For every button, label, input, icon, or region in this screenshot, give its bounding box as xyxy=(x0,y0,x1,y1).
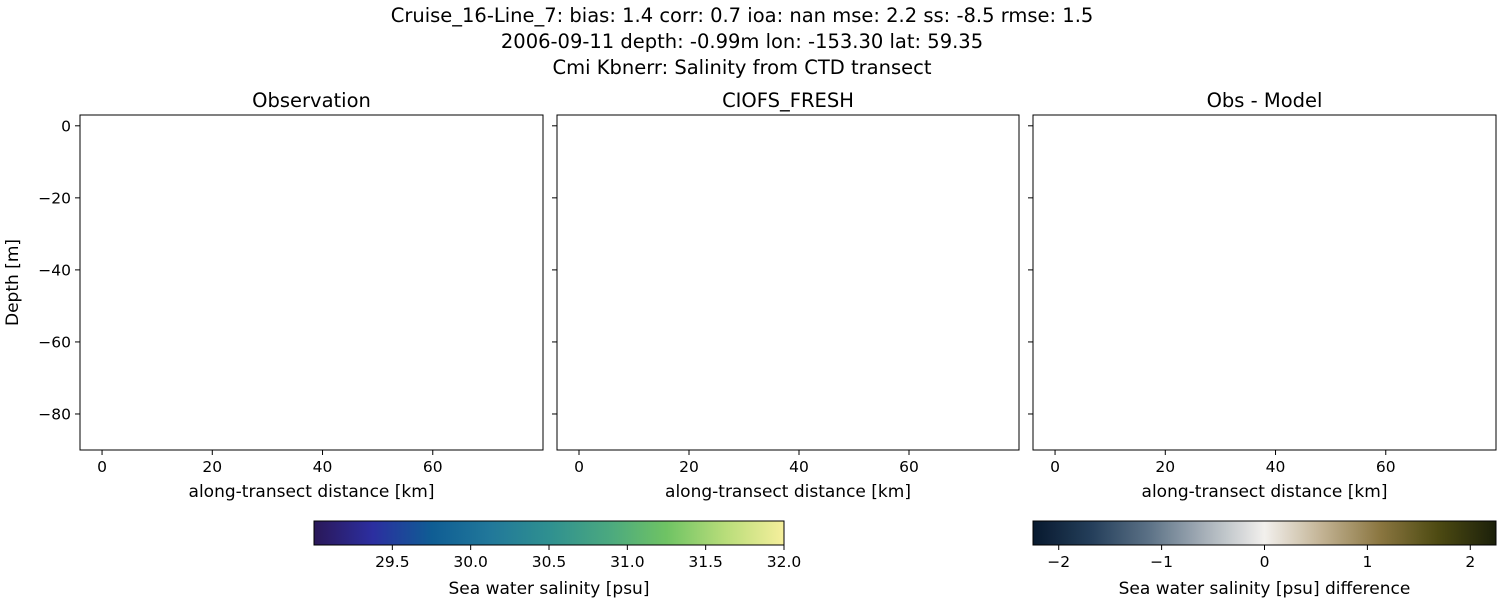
colorbar-tick-label: 29.5 xyxy=(375,553,410,571)
colorbar-tick-label: −2 xyxy=(1047,553,1070,571)
axes-frame xyxy=(556,114,1020,451)
salinity-colorbar: 29.5 30.0 30.5 31.0 31.5 32.0 Sea water salini… xyxy=(313,520,802,599)
axes-frame xyxy=(79,114,544,451)
x-tick-label: 20 xyxy=(202,458,222,476)
y-tick-label: 0 xyxy=(61,117,71,135)
obs-minus-model-panel: 0 20 40 60 Obs - Model along-transect distanc… xyxy=(1028,89,1497,502)
y-axis-label: Depth [m] xyxy=(3,239,23,326)
colorbar-tick-label: 0 xyxy=(1260,553,1270,571)
x-tick-label: 0 xyxy=(574,458,584,476)
x-axis-label: along-transect distance [km] xyxy=(189,482,435,502)
colorbar-tick-label: 31.0 xyxy=(610,553,645,571)
colorbar-tick-label: 30.5 xyxy=(532,553,567,571)
difference-colorbar: −2 −1 0 1 2 Sea water salinity [psu] differen… xyxy=(1032,520,1497,599)
ciofs-fresh-panel: 0 20 40 60 CIOFS_FRESH along-transect distanc… xyxy=(552,89,1020,502)
x-tick-label: 60 xyxy=(899,458,919,476)
x-tick-label: 60 xyxy=(423,458,443,476)
x-tick-label: 40 xyxy=(1266,458,1286,476)
y-tick-label: −60 xyxy=(38,333,71,351)
y-tick-label: −80 xyxy=(38,405,71,423)
observation-panel: 0 20 40 60 0 −20 −40 −60 −80 Observation along-tra… xyxy=(3,89,544,502)
colorbar-tick-label: 31.5 xyxy=(688,553,723,571)
cast-markers xyxy=(1050,115,1469,450)
colorbar-tick-label: −1 xyxy=(1150,553,1173,571)
panel-title: Obs - Model xyxy=(1207,89,1323,112)
colorbar-tick-label: 2 xyxy=(1465,553,1475,571)
colorbar-tick-label: 30.0 xyxy=(453,553,488,571)
panel-title: CIOFS_FRESH xyxy=(722,89,854,112)
x-tick-label: 0 xyxy=(1050,458,1060,476)
colorbar-label: Sea water salinity [psu] difference xyxy=(1119,579,1411,599)
figure-title-line-1: Cruise_16-Line_7: bias: 1.4 corr: 0.7 io… xyxy=(391,4,1094,27)
colorbar-tick-label: 1 xyxy=(1362,553,1372,571)
colorbar-label: Sea water salinity [psu] xyxy=(449,579,650,599)
x-axis-label: along-transect distance [km] xyxy=(1142,482,1388,502)
x-tick-label: 0 xyxy=(97,458,107,476)
axes-frame xyxy=(1032,114,1497,451)
figure-title-line-2: 2006-09-11 depth: -0.99m lon: -153.30 la… xyxy=(501,30,983,53)
x-tick-label: 20 xyxy=(679,458,699,476)
cast-markers xyxy=(97,125,516,437)
colorbar-gradient xyxy=(313,520,785,546)
x-axis-label: along-transect distance [km] xyxy=(665,482,911,502)
x-tick-label: 40 xyxy=(313,458,333,476)
figure-title-line-3: Cmi Kbnerr: Salinity from CTD transect xyxy=(552,56,931,79)
x-tick-label: 60 xyxy=(1376,458,1396,476)
colorbar-tick-label: 32.0 xyxy=(767,553,802,571)
x-tick-label: 40 xyxy=(789,458,809,476)
cast-markers xyxy=(574,125,992,437)
x-tick-label: 20 xyxy=(1155,458,1175,476)
y-tick-label: −20 xyxy=(38,189,71,207)
colorbar-gradient xyxy=(1032,520,1497,546)
y-tick-label: −40 xyxy=(38,261,71,279)
panel-title: Observation xyxy=(252,89,371,112)
